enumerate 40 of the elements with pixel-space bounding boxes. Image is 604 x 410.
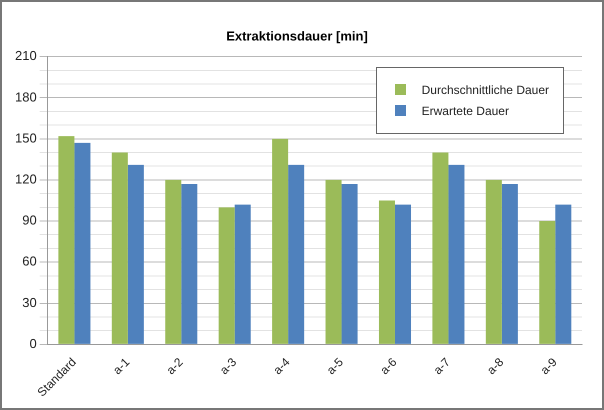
bar [58, 136, 74, 344]
bar [555, 204, 572, 344]
bar [342, 184, 358, 344]
x-tick-label: a-5 [324, 354, 346, 378]
legend-label: Durchschnittliche Dauer [422, 82, 549, 97]
x-tick-label: a-9 [538, 354, 560, 378]
y-tick-label: 120 [14, 172, 37, 187]
bar [218, 207, 235, 344]
y-tick-label: 150 [14, 130, 37, 146]
y-tick-label: 0 [29, 336, 37, 351]
bar [74, 142, 90, 344]
bar [128, 164, 144, 344]
bar [272, 138, 288, 344]
x-tick-label: a-7 [430, 354, 454, 378]
bar [326, 180, 342, 344]
bar [448, 164, 464, 344]
y-tick-label: 30 [22, 294, 37, 310]
bar [288, 164, 304, 344]
bar [486, 180, 502, 344]
x-tick-label: a-4 [270, 354, 293, 378]
chart-title: Extraktionsdauer [min] [226, 28, 368, 44]
x-tick-label: a-8 [484, 354, 507, 378]
x-tick-label: a-6 [377, 354, 400, 378]
y-tick-label: 60 [22, 254, 37, 269]
legend-label: Erwartete Dauer [422, 104, 509, 118]
x-tick-label: a-2 [164, 354, 186, 378]
y-tick-label: 180 [14, 89, 37, 104]
bar [165, 180, 182, 344]
x-tick-label: a-3 [217, 354, 240, 378]
bar [432, 152, 448, 344]
y-tick-label: 210 [14, 48, 37, 64]
bar [502, 184, 518, 344]
bar [539, 221, 556, 344]
bar [394, 204, 412, 344]
y-tick-label: 90 [22, 212, 37, 228]
bar [112, 152, 128, 344]
x-tick-label: a-1 [110, 354, 133, 378]
bar [378, 200, 395, 344]
bar [234, 204, 251, 344]
bar [181, 184, 198, 344]
